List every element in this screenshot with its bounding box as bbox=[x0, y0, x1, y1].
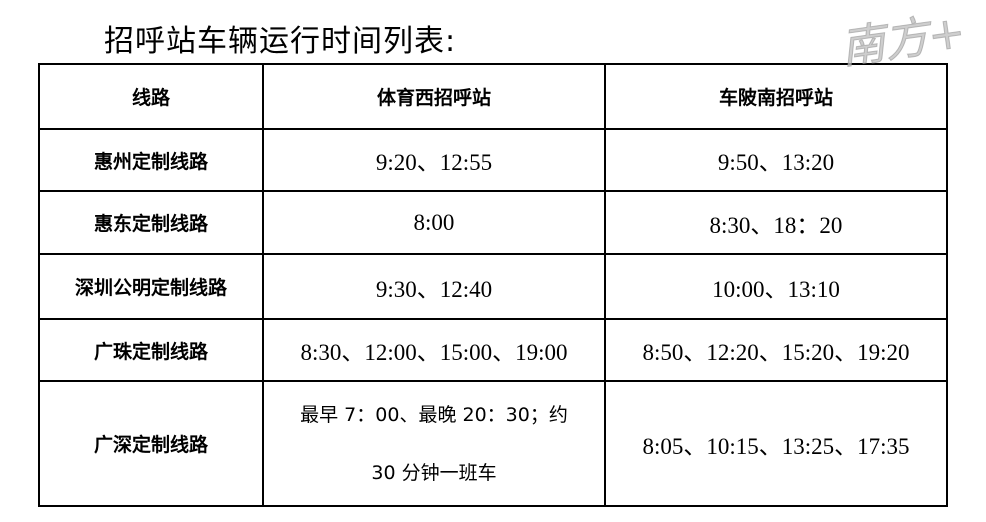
page-title: 招呼站车辆运行时间列表: bbox=[104, 24, 457, 59]
chebeinan-times: 10:00、13:10 bbox=[604, 253, 948, 320]
table-row: 广珠定制线路 8:30、12:00、15:00、19:00 8:50、12:20… bbox=[38, 318, 948, 382]
tiyuxi-times: 8:00 bbox=[262, 190, 606, 255]
chebeinan-times: 8:30、18：20 bbox=[604, 190, 948, 255]
tiyuxi-times: 9:20、12:55 bbox=[262, 128, 606, 192]
chebeinan-times: 8:05、10:15、13:25、17:35 bbox=[604, 380, 948, 507]
route-name: 惠东定制线路 bbox=[38, 190, 264, 255]
header-tiyuxi: 体育西招呼站 bbox=[262, 63, 606, 130]
tiyuxi-times-line2: 30 分钟一班车 bbox=[371, 461, 497, 484]
tiyuxi-times: 8:30、12:00、15:00、19:00 bbox=[262, 318, 606, 382]
table-row: 广深定制线路 最早 7：00、最晚 20：30；约 30 分钟一班车 8:05、… bbox=[38, 380, 948, 507]
table-row: 深圳公明定制线路 9:30、12:40 10:00、13:10 bbox=[38, 253, 948, 320]
table-header-row: 线路 体育西招呼站 车陂南招呼站 bbox=[38, 63, 948, 130]
chebeinan-times: 9:50、13:20 bbox=[604, 128, 948, 192]
tiyuxi-times: 最早 7：00、最晚 20：30；约 30 分钟一班车 bbox=[262, 380, 606, 507]
table-row: 惠州定制线路 9:20、12:55 9:50、13:20 bbox=[38, 128, 948, 192]
table-row: 惠东定制线路 8:00 8:30、18：20 bbox=[38, 190, 948, 255]
route-name: 广珠定制线路 bbox=[38, 318, 264, 382]
header-chebeinan: 车陂南招呼站 bbox=[604, 63, 948, 130]
tiyuxi-times: 9:30、12:40 bbox=[262, 253, 606, 320]
chebeinan-times: 8:50、12:20、15:20、19:20 bbox=[604, 318, 948, 382]
header-route: 线路 bbox=[38, 63, 264, 130]
tiyuxi-times-line1: 最早 7：00、最晚 20：30；约 bbox=[300, 403, 568, 426]
route-name: 深圳公明定制线路 bbox=[38, 253, 264, 320]
route-name: 惠州定制线路 bbox=[38, 128, 264, 192]
route-name: 广深定制线路 bbox=[38, 380, 264, 507]
schedule-table: 线路 体育西招呼站 车陂南招呼站 惠州定制线路 9:20、12:55 9:50、… bbox=[38, 63, 948, 507]
